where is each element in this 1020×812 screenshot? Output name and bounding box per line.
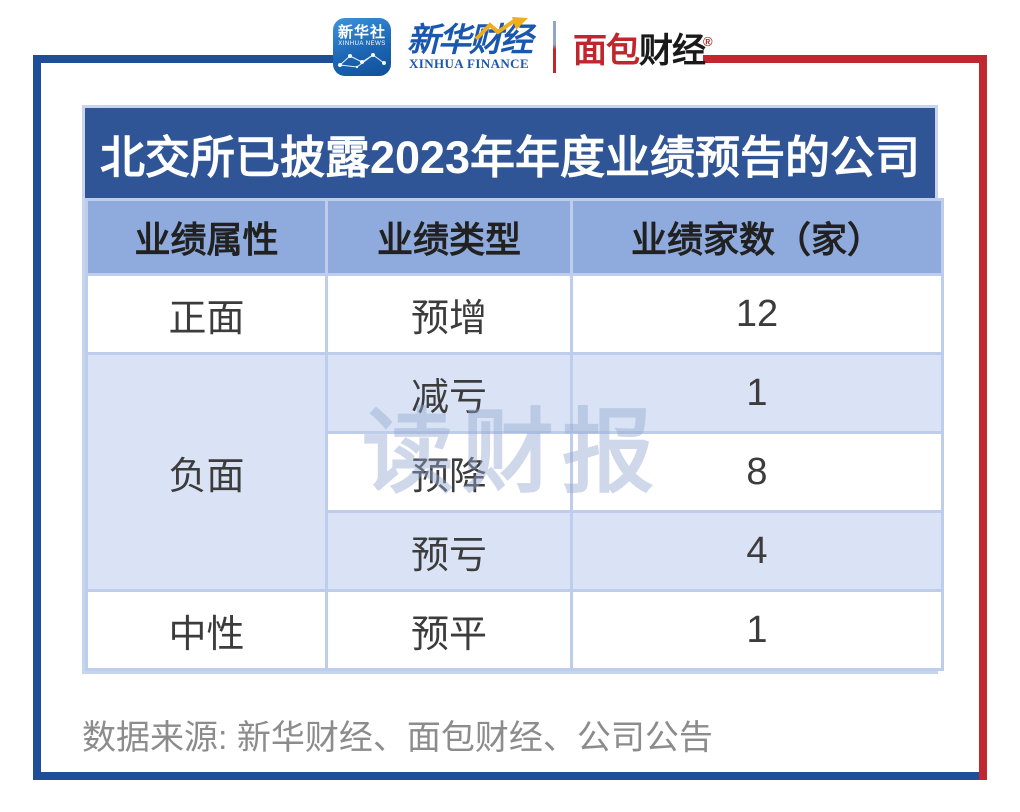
frame-right-bar	[979, 55, 987, 780]
xinhua-finance-logo: 新华财经 XINHUA FINANCE	[400, 17, 538, 71]
data-source-note: 数据来源: 新华财经、面包财经、公司公告	[82, 719, 713, 757]
mianbao-char-4: 经	[672, 31, 706, 70]
table-row-positive: 正面 预增 12	[85, 273, 944, 355]
cell-attribute-positive: 正面	[85, 273, 328, 355]
col-header-count: 业绩家数（家）	[570, 198, 944, 276]
cell-type-flat: 预平	[325, 589, 573, 671]
xinhua-news-icon-title: 新华社	[337, 24, 386, 41]
table-grid: 业绩属性 业绩类型 业绩家数（家） 正面 预增 12 负面 减亏 1 预降 8 …	[85, 198, 944, 671]
xinhua-finance-caption: XINHUA FINANCE	[408, 56, 530, 71]
gold-trend-arrow-icon	[474, 17, 528, 41]
table-header-row: 业绩属性 业绩类型 业绩家数（家）	[85, 198, 944, 276]
cell-count-loss-reduction: 1	[570, 352, 944, 434]
xinhua-news-app-icon: 新华社 XINHUA NEWS	[333, 18, 391, 76]
cell-count-flat: 1	[570, 589, 944, 671]
cell-count-loss: 4	[570, 510, 944, 592]
xinhua-news-icon-subtitle: XINHUA NEWS	[338, 41, 386, 47]
cell-type-decrease: 预降	[325, 431, 573, 513]
mianbao-char-3: 财	[639, 31, 673, 70]
logo-divider	[553, 21, 556, 73]
network-graph-icon	[338, 53, 386, 69]
mianbao-char-2: 包	[606, 31, 640, 70]
cell-attribute-negative: 负面	[85, 352, 328, 592]
cell-type-loss: 预亏	[325, 510, 573, 592]
brand-header: 新华社 XINHUA NEWS 新华财经 XINHUA FINANCE 面包财经…	[333, 13, 714, 81]
frame-left-bar	[33, 55, 41, 780]
table-row-neutral: 中性 预平 1	[85, 589, 944, 671]
table-row-negative-1: 负面 减亏 1	[85, 352, 944, 592]
table-row-negative-2: 预降 8	[87, 431, 944, 513]
mianbao-finance-logo: 面包财经®	[573, 23, 714, 72]
mianbao-char-1: 面	[573, 31, 607, 70]
col-header-type: 业绩类型	[325, 198, 573, 276]
cell-type-loss-reduction: 减亏	[325, 352, 573, 434]
xinhua-finance-wordmark: 新华财经	[407, 21, 533, 58]
cell-count-increase: 12	[570, 273, 944, 355]
table-row-negative-3: 预亏 4	[87, 510, 944, 592]
frame-top-left-bar	[33, 55, 333, 63]
frame-top-right-bar	[703, 55, 987, 63]
cell-attribute-neutral: 中性	[85, 589, 328, 671]
col-header-attribute: 业绩属性	[85, 198, 328, 276]
cell-count-decrease: 8	[570, 431, 944, 513]
frame-bottom-bar	[33, 772, 987, 780]
table-title: 北交所已披露2023年年度业绩预告的公司	[85, 108, 935, 198]
performance-forecast-table: 北交所已披露2023年年度业绩预告的公司 业绩属性 业绩类型 业绩家数（家） 正…	[82, 105, 944, 674]
cell-type-increase: 预增	[325, 273, 573, 355]
registered-trademark-icon: ®	[703, 33, 713, 49]
